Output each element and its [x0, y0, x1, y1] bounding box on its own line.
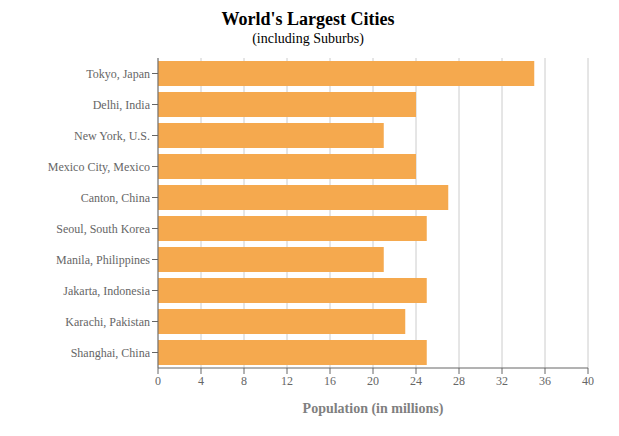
svg-text:0: 0 — [155, 374, 161, 388]
svg-text:20: 20 — [367, 374, 379, 388]
svg-text:12: 12 — [281, 374, 293, 388]
svg-text:Delhi, India: Delhi, India — [93, 98, 151, 112]
svg-text:16: 16 — [324, 374, 336, 388]
svg-text:Population (in millions): Population (in millions) — [303, 401, 444, 417]
svg-text:28: 28 — [453, 374, 465, 388]
svg-text:40: 40 — [582, 374, 594, 388]
svg-text:36: 36 — [539, 374, 551, 388]
svg-text:Mexico City, Mexico: Mexico City, Mexico — [48, 160, 150, 174]
svg-text:Tokyo, Japan: Tokyo, Japan — [86, 67, 150, 81]
svg-text:4: 4 — [198, 374, 204, 388]
svg-text:8: 8 — [241, 374, 247, 388]
svg-text:Karachi, Pakistan: Karachi, Pakistan — [65, 315, 150, 329]
html-text:(including Suburbs): (including Suburbs) — [252, 31, 364, 46]
svg-text:New York, U.S.: New York, U.S. — [74, 129, 150, 143]
svg-text:Jakarta, Indonesia: Jakarta, Indonesia — [63, 284, 150, 298]
svg-text:Shanghai, China: Shanghai, China — [71, 346, 151, 360]
svg-text:Manila, Philippines: Manila, Philippines — [56, 253, 150, 267]
svg-text:32: 32 — [496, 374, 508, 388]
svg-text:24: 24 — [410, 374, 422, 388]
html-text:World's Largest Cities: World's Largest Cities — [221, 9, 395, 29]
svg-text:Seoul, South Korea: Seoul, South Korea — [56, 222, 150, 236]
svg-text:Canton, China: Canton, China — [81, 191, 151, 205]
